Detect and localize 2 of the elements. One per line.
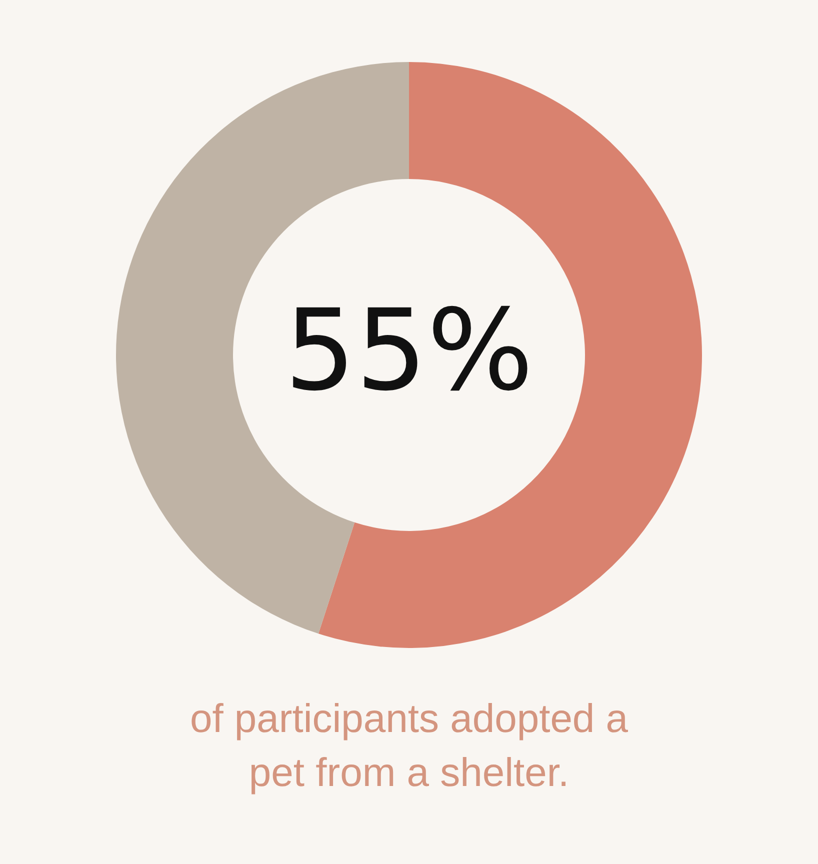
text: of participants adopted a pet from a shelter. (190, 697, 629, 795)
data-label: 55% (284, 286, 534, 416)
